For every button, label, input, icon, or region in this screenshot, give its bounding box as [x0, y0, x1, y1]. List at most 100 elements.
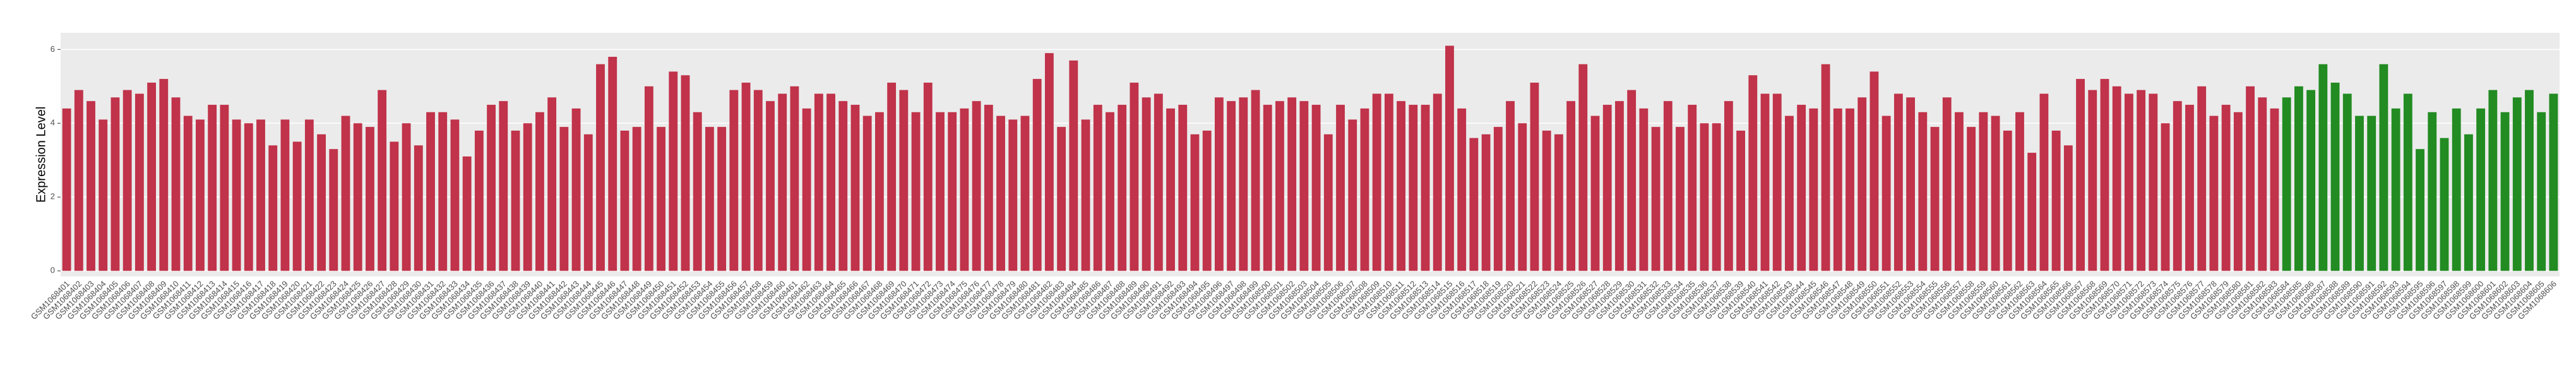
bar: [1748, 75, 1758, 271]
bar: [1967, 127, 1976, 271]
bar: [2197, 86, 2207, 271]
bar: [2149, 93, 2158, 271]
bar: [2246, 86, 2255, 271]
bar: [2525, 90, 2534, 271]
bar: [2003, 130, 2012, 271]
bar: [2476, 108, 2486, 271]
bar: [1554, 134, 1563, 271]
bar: [414, 145, 423, 271]
bar: [887, 82, 897, 271]
bar: [1130, 82, 1139, 271]
bar: [620, 130, 629, 271]
bar: [1893, 93, 1903, 271]
bar: [2318, 64, 2328, 271]
bar: [1081, 119, 1090, 271]
bar: [2100, 79, 2109, 271]
bar: [2500, 112, 2510, 271]
bar: [2294, 86, 2303, 271]
bar: [1615, 101, 1624, 271]
bar: [1323, 134, 1333, 271]
bar: [2258, 97, 2267, 271]
bar: [571, 108, 581, 271]
bar: [183, 115, 193, 271]
bar: [705, 127, 714, 271]
bar: [753, 90, 763, 271]
bar: [2452, 108, 2461, 271]
bar: [1311, 105, 1321, 271]
bar: [2063, 145, 2073, 271]
bar: [1760, 93, 1770, 271]
bar: [1651, 127, 1661, 271]
bar: [317, 134, 326, 271]
bar: [608, 57, 617, 271]
bar: [2428, 112, 2437, 271]
bar: [1093, 105, 1102, 271]
bar: [1979, 112, 1988, 271]
bar: [632, 127, 641, 271]
bar: [996, 115, 1005, 271]
bar: [86, 101, 95, 271]
bar: [1736, 130, 1745, 271]
bar: [171, 97, 181, 271]
bar: [74, 90, 83, 271]
bar: [693, 112, 702, 271]
bar: [850, 105, 860, 271]
bar: [1348, 119, 1357, 271]
bar: [2015, 112, 2024, 271]
bar: [1833, 108, 1842, 271]
bar: [1712, 123, 1721, 271]
y-tick-label: 2: [51, 192, 55, 201]
bar: [1942, 97, 1952, 271]
bar: [232, 119, 241, 271]
bar: [1566, 101, 1576, 271]
bar: [1857, 97, 1867, 271]
bar: [535, 112, 544, 271]
bar: [2076, 79, 2085, 271]
bar: [353, 123, 362, 271]
bar: [814, 93, 823, 271]
bar: [196, 119, 205, 271]
bar: [2355, 115, 2364, 271]
y-tick-label: 0: [51, 266, 55, 275]
bar: [1166, 108, 1175, 271]
bar: [2221, 105, 2231, 271]
bar: [1118, 105, 1127, 271]
bar: [1676, 127, 1685, 271]
bar: [1918, 112, 1928, 271]
bar: [438, 112, 448, 271]
y-tick-label: 6: [51, 44, 55, 54]
bar: [2306, 90, 2316, 271]
bar: [1821, 64, 1830, 271]
bar: [960, 108, 969, 271]
bar: [499, 101, 508, 271]
bar: [2051, 130, 2061, 271]
bar: [159, 79, 169, 271]
bar: [1032, 79, 1042, 271]
bar: [98, 119, 108, 271]
bar: [2537, 112, 2546, 271]
bar: [729, 90, 739, 271]
bar: [426, 112, 435, 271]
bar: [2209, 115, 2219, 271]
bar: [1627, 90, 1637, 271]
bar: [1785, 115, 1794, 271]
bar: [1190, 134, 1200, 271]
bar: [2137, 90, 2146, 271]
bar: [1846, 108, 1854, 271]
bar: [2379, 64, 2388, 271]
bar: [2440, 138, 2449, 271]
bar: [826, 93, 835, 271]
bar: [2403, 93, 2412, 271]
bar: [1421, 105, 1430, 271]
bar: [1445, 45, 1454, 271]
bar: [2039, 93, 2049, 271]
bar: [1214, 97, 1224, 271]
bar: [766, 101, 775, 271]
bar: [1869, 71, 1879, 271]
bar: [1881, 115, 1891, 271]
bar: [875, 112, 884, 271]
bar: [2270, 108, 2279, 271]
bar: [220, 105, 229, 271]
bar: [2416, 149, 2424, 271]
